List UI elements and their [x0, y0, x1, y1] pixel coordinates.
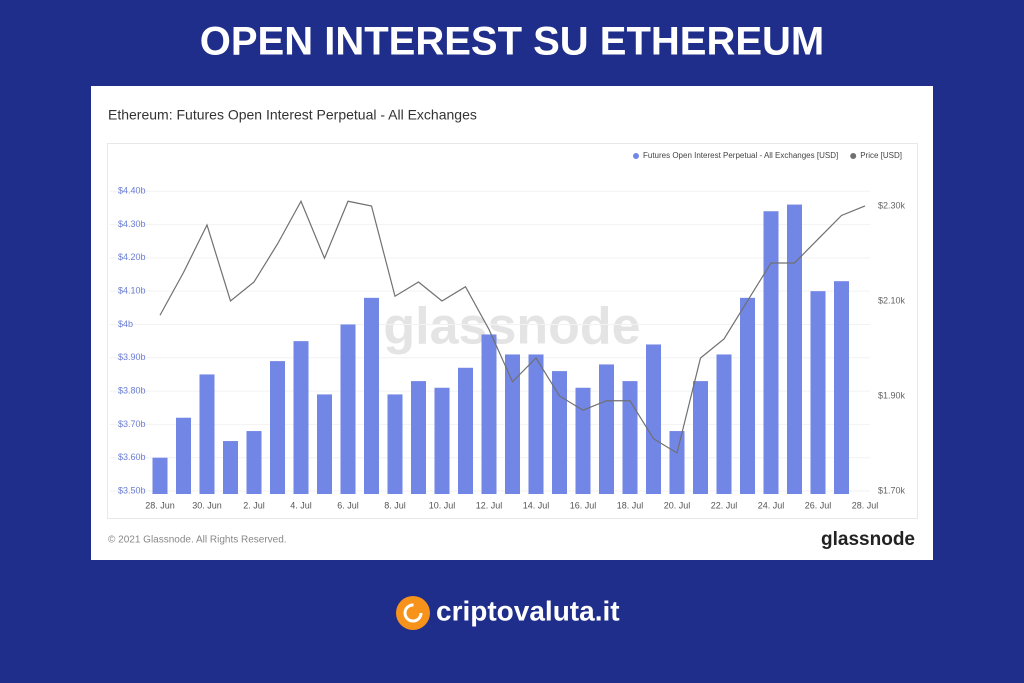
x-tick-label: 24. Jul: [758, 500, 785, 510]
bar: [340, 324, 356, 494]
bar: [740, 297, 755, 494]
copyright: © 2021 Glassnode. All Rights Reserved.: [108, 535, 287, 546]
footer-logo: glassnode: [821, 529, 915, 550]
bar: [810, 291, 826, 494]
x-tick-label: 6. Jul: [337, 500, 359, 510]
x-tick-label: 8. Jul: [384, 500, 406, 510]
bar: [199, 374, 215, 494]
y-tick-label: $4b: [118, 319, 133, 329]
chart-frame: [107, 143, 918, 519]
x-tick-label: 2. Jul: [243, 500, 265, 510]
legend-marker: [850, 153, 857, 159]
y-tick-label: $4.20b: [118, 252, 146, 262]
x-tick-label: 12. Jul: [476, 500, 503, 510]
bar: [646, 344, 661, 494]
legend-label: Price [USD]: [860, 151, 902, 160]
bar: [834, 281, 849, 494]
y-tick-label: $3.70b: [118, 419, 146, 429]
bar: [787, 204, 802, 494]
y2-tick-label: $2.10k: [878, 295, 906, 305]
x-tick-label: 18. Jul: [617, 500, 644, 510]
bar: [575, 387, 591, 494]
y-tick-label: $3.60b: [118, 452, 146, 462]
x-tick-label: 4. Jul: [290, 500, 312, 510]
x-tick-label: 28. Jul: [852, 500, 879, 510]
y-tick-label: $4.40b: [118, 186, 146, 196]
bar: [481, 334, 497, 494]
y2-tick-label: $2.30k: [878, 200, 906, 210]
y-tick-label: $3.50b: [118, 485, 146, 495]
y-tick-label: $4.30b: [118, 219, 146, 229]
chart-title: Ethereum: Futures Open Interest Perpetua…: [108, 107, 477, 123]
brand: criptovaluta.it: [436, 595, 620, 626]
x-tick-label: 30. Jun: [192, 500, 222, 510]
bar: [434, 387, 450, 494]
bar: [152, 457, 168, 494]
bar: [223, 441, 238, 494]
bar: [505, 354, 520, 494]
bar: [246, 431, 262, 494]
bar: [763, 211, 779, 495]
legend-marker: [632, 153, 639, 159]
bar: [599, 364, 614, 494]
brand-icon: [396, 596, 430, 630]
bar: [293, 341, 309, 494]
x-tick-label: 14. Jul: [523, 500, 550, 510]
plot: $3.50b $3.60b $3.70b $3.80b $3.90b $4b $4.10b $…: [110, 151, 906, 510]
watermark: glassnode: [383, 298, 640, 356]
bar: [411, 381, 426, 494]
bar: [458, 367, 473, 494]
x-tick-label: 16. Jul: [570, 500, 597, 510]
y2-tick-label: $1.90k: [878, 390, 906, 400]
bar: [716, 354, 732, 494]
brand-icon-mark: [403, 603, 423, 623]
bar: [528, 354, 544, 494]
y2-tick-label: $1.70k: [878, 485, 906, 495]
x-tick-label: 28. Jun: [145, 500, 175, 510]
bar: [364, 297, 379, 494]
bar: [622, 381, 638, 494]
x-tick-label: 22. Jul: [711, 500, 738, 510]
bar: [552, 371, 567, 494]
y-tick-label: $3.90b: [118, 352, 146, 362]
bar: [317, 394, 332, 494]
bar: [693, 381, 708, 494]
bar: [176, 417, 191, 494]
y-tick-label: $4.10b: [118, 286, 146, 296]
bar: [270, 361, 285, 494]
legend-label: Futures Open Interest Perpetual - All Ex…: [643, 151, 838, 160]
x-tick-label: 26. Jul: [805, 500, 832, 510]
page-title: OPEN INTEREST SU ETHEREUM: [200, 20, 825, 64]
x-tick-label: 10. Jul: [429, 500, 456, 510]
x-tick-label: 20. Jul: [664, 500, 691, 510]
bar: [669, 431, 685, 494]
bar: [387, 394, 403, 494]
y-tick-label: $3.80b: [118, 385, 146, 395]
price-line: [159, 199, 866, 454]
